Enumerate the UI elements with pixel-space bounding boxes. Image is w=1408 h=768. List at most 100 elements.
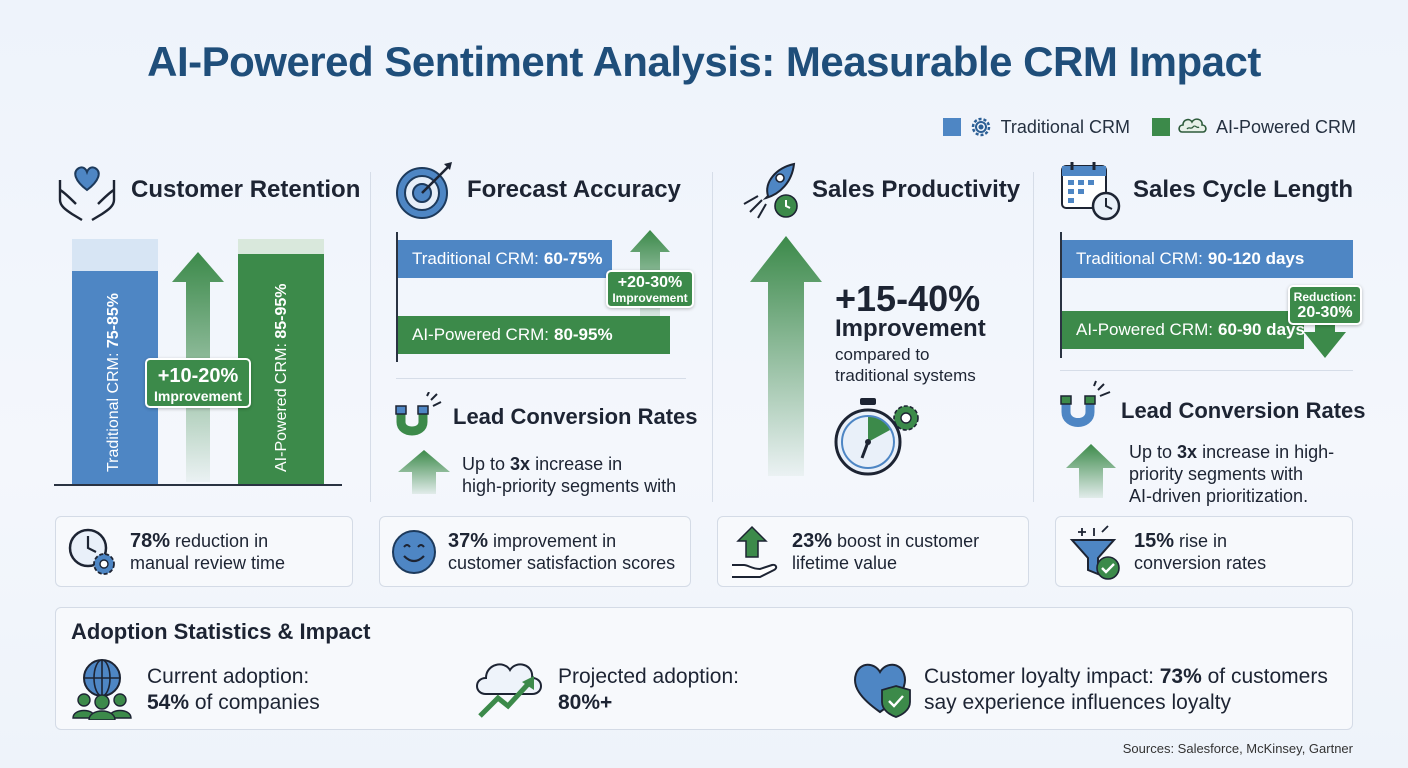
cycle-ai-bar: AI-Powered CRM: 60-90 days — [1062, 311, 1305, 349]
cycle-badge: Reduction: 20-30% — [1288, 285, 1362, 325]
heart-shield-icon — [854, 663, 911, 718]
target-icon — [396, 162, 452, 219]
cycle-badge-label: Reduction: — [1293, 290, 1357, 304]
stat-card: 37% improvement in customer satisfaction… — [379, 516, 691, 587]
divider — [1033, 172, 1034, 502]
divider — [396, 378, 686, 379]
stat-card-bold: 78% — [130, 529, 171, 552]
globe-people-icon — [72, 659, 132, 720]
cycle-traditional-bar: Traditional CRM: 90-120 days — [1062, 240, 1353, 278]
axis — [1060, 232, 1062, 358]
forecast-badge-value: +20-30% — [617, 274, 683, 291]
cloud-growth-icon — [476, 663, 542, 718]
current-adoption: Current adoption: 54% of companies — [147, 664, 320, 716]
legend-ai: AI-Powered CRM — [1151, 114, 1356, 140]
stat-card-text2: conversion rates — [1134, 552, 1267, 573]
divider — [712, 172, 713, 502]
smiley-icon — [392, 529, 436, 574]
stat-card-text: 15% rise in conversion rates — [1134, 530, 1266, 574]
stat-card-text1: rise in — [1174, 530, 1228, 551]
stat-card: 15% rise in conversion rates — [1055, 516, 1353, 587]
forecast-badge-label: Improvement — [612, 291, 688, 305]
loyalty-post: of customers — [1201, 665, 1328, 688]
stat-card-text2: customer satisfaction scores — [448, 552, 676, 573]
traditional-retention-label: Traditional CRM: — [105, 348, 122, 472]
traditional-retention-bar — [72, 271, 158, 484]
adoption-title: Adoption Statistics & Impact — [71, 619, 371, 644]
traditional-bar-range — [72, 239, 158, 271]
divider — [370, 172, 371, 502]
productivity-title: Sales Productivity — [812, 176, 1021, 203]
gear-icon — [971, 117, 990, 137]
calendar-clock-icon — [1061, 162, 1121, 221]
loyalty-value: 73% — [1159, 665, 1202, 688]
legend-traditional-swatch — [942, 118, 961, 136]
stat-card: 78% reduction in manual review time — [55, 516, 353, 587]
lead-left-bold: 3x — [510, 454, 531, 474]
up-arrow-icon — [750, 236, 822, 476]
productivity-value: +15-40% — [835, 278, 981, 319]
stat-card-text1: boost in customer — [832, 530, 980, 551]
lead-right-line3: AI-driven prioritization. — [1129, 486, 1309, 506]
stat-card-text: 37% improvement in customer satisfaction… — [448, 530, 675, 574]
lead-left-post: increase in — [530, 454, 623, 474]
forecast-ai-bar: AI-Powered CRM: 80-95% — [398, 316, 670, 354]
magnet-icon — [395, 392, 442, 436]
forecast-badge: +20-30% Improvement — [606, 270, 694, 308]
projected-adoption: Projected adoption: 80%+ — [558, 664, 739, 716]
loyalty-impact: Customer loyalty impact: 73% of customer… — [924, 664, 1328, 716]
current-adoption-value: 54% — [147, 691, 190, 714]
rocket-icon — [743, 162, 798, 219]
loyalty-pre: Customer loyalty impact: — [924, 665, 1160, 688]
lead-right-post: increase in high- — [1197, 442, 1335, 462]
productivity-text: compared to traditional systems — [835, 344, 976, 386]
current-adoption-post: of companies — [189, 691, 320, 714]
stat-card-text2: lifetime value — [792, 552, 898, 573]
up-arrow-icon — [1066, 444, 1116, 498]
adoption-panel: Adoption Statistics & Impact Current ado… — [55, 607, 1353, 730]
forecast-traditional-bar: Traditional CRM: 60-75% — [398, 240, 612, 278]
lead-right-bold: 3x — [1177, 442, 1198, 462]
retention-badge-label: Improvement — [154, 388, 242, 404]
clock-gear-icon — [68, 528, 115, 575]
forecast-ai-value: 80-95% — [553, 325, 613, 344]
stat-card-text2: manual review time — [130, 552, 286, 573]
stat-card-text: 78% reduction in manual review time — [130, 530, 285, 574]
legend-ai-swatch — [1151, 118, 1170, 136]
forecast-title: Forecast Accuracy — [467, 176, 681, 203]
retention-title: Customer Retention — [131, 176, 361, 203]
stopwatch-gear-icon — [834, 398, 919, 476]
traditional-retention-value: 75-85% — [105, 292, 122, 349]
legend-traditional-label: Traditional CRM — [1000, 116, 1130, 137]
cycle-traditional-value: 90-120 days — [1207, 249, 1305, 268]
lead-right-pre: Up to — [1129, 442, 1178, 462]
ai-retention-value: 85-95% — [273, 283, 290, 339]
stat-card-bold: 37% — [448, 529, 489, 552]
ai-bar-range — [238, 239, 324, 254]
axis — [396, 232, 398, 362]
funnel-check-icon — [1069, 524, 1120, 580]
cycle-title: Sales Cycle Length — [1133, 176, 1354, 203]
lead-conversion-left-text: Up to 3x increase in high-priority segme… — [462, 453, 676, 497]
productivity-label: Improvement — [835, 315, 986, 342]
ai-retention-text: AI-Powered CRM: 85-95% — [273, 283, 291, 472]
stat-card-text: 23% boost in customer lifetime value — [792, 530, 979, 574]
current-adoption-label: Current adoption: — [147, 665, 310, 688]
lead-conversion-left-title: Lead Conversion Rates — [453, 404, 698, 429]
projected-adoption-label: Projected adoption: — [558, 665, 739, 688]
legend-traditional: Traditional CRM — [942, 114, 1130, 140]
baseline — [54, 484, 342, 486]
cycle-ai-label: AI-Powered CRM: — [1076, 320, 1213, 339]
sources: Sources: Salesforce, McKinsey, Gartner — [1122, 741, 1353, 756]
stat-card-bold: 15% — [1134, 529, 1175, 552]
traditional-retention-text: Traditional CRM: 75-85% — [105, 293, 123, 472]
hand-arrow-icon — [732, 525, 778, 578]
legend-ai-label: AI-Powered CRM — [1215, 116, 1356, 137]
lead-right-line2: priority segments with — [1129, 464, 1304, 484]
ai-retention-label: AI-Powered CRM: — [273, 338, 290, 472]
forecast-traditional-label: Traditional CRM: — [412, 249, 539, 268]
cycle-badge-value: 20-30% — [1297, 304, 1353, 321]
stat-card-bold: 23% — [792, 529, 833, 552]
retention-badge: +10-20% Improvement — [145, 358, 251, 408]
loyalty-line2: say experience influences loyalty — [924, 691, 1232, 714]
